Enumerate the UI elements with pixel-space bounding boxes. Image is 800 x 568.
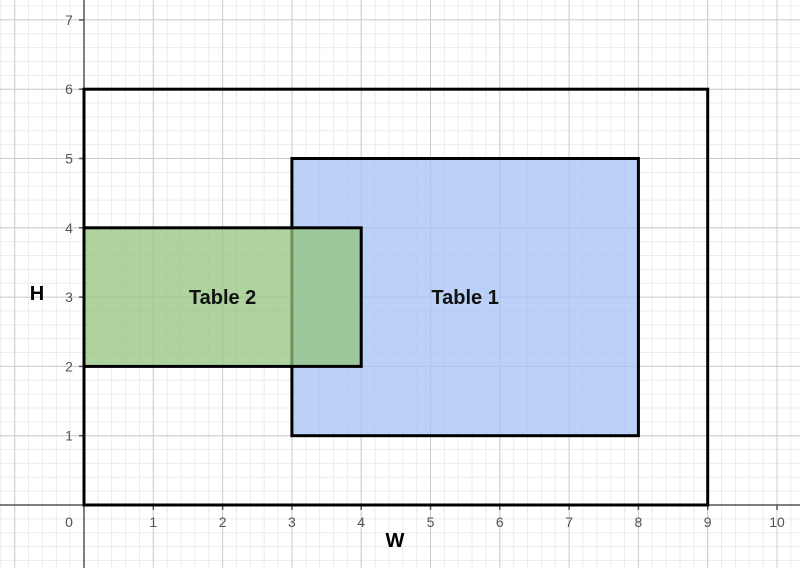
x-tick-label: 1 bbox=[149, 514, 157, 530]
tick-labels: 0 1 2 3 4 5 6 7 8 9 10 1 2 3 4 5 6 7 bbox=[65, 12, 785, 530]
x-tick-label: 10 bbox=[769, 514, 785, 530]
x-tick-label: 7 bbox=[565, 514, 573, 530]
y-tick-label: 2 bbox=[65, 358, 73, 374]
y-tick-label: 1 bbox=[65, 428, 73, 444]
y-tick-label: 4 bbox=[65, 220, 73, 236]
labels: W H bbox=[30, 283, 405, 552]
x-axis-label: W bbox=[386, 530, 405, 552]
table2-label: Table 2 bbox=[189, 287, 256, 309]
x-tick-label: 5 bbox=[427, 514, 435, 530]
y-axis-label: H bbox=[30, 283, 44, 305]
shapes: Table 1 Table 2 bbox=[82, 87, 710, 507]
x-tick-label: 4 bbox=[357, 514, 365, 530]
y-tick-label: 7 bbox=[65, 12, 73, 28]
x-tick-label: 9 bbox=[704, 514, 712, 530]
table1-label: Table 1 bbox=[431, 287, 498, 309]
y-tick-label: 3 bbox=[65, 289, 73, 305]
x-tick-label: 8 bbox=[635, 514, 643, 530]
x-tick-label: 3 bbox=[288, 514, 296, 530]
table2-rect bbox=[82, 226, 363, 368]
y-tick-label: 6 bbox=[65, 81, 73, 97]
y-tick-label: 5 bbox=[65, 151, 73, 167]
x-tick-label: 6 bbox=[496, 514, 504, 530]
x-tick-label: 2 bbox=[219, 514, 227, 530]
x-tick-label: 0 bbox=[65, 514, 73, 530]
